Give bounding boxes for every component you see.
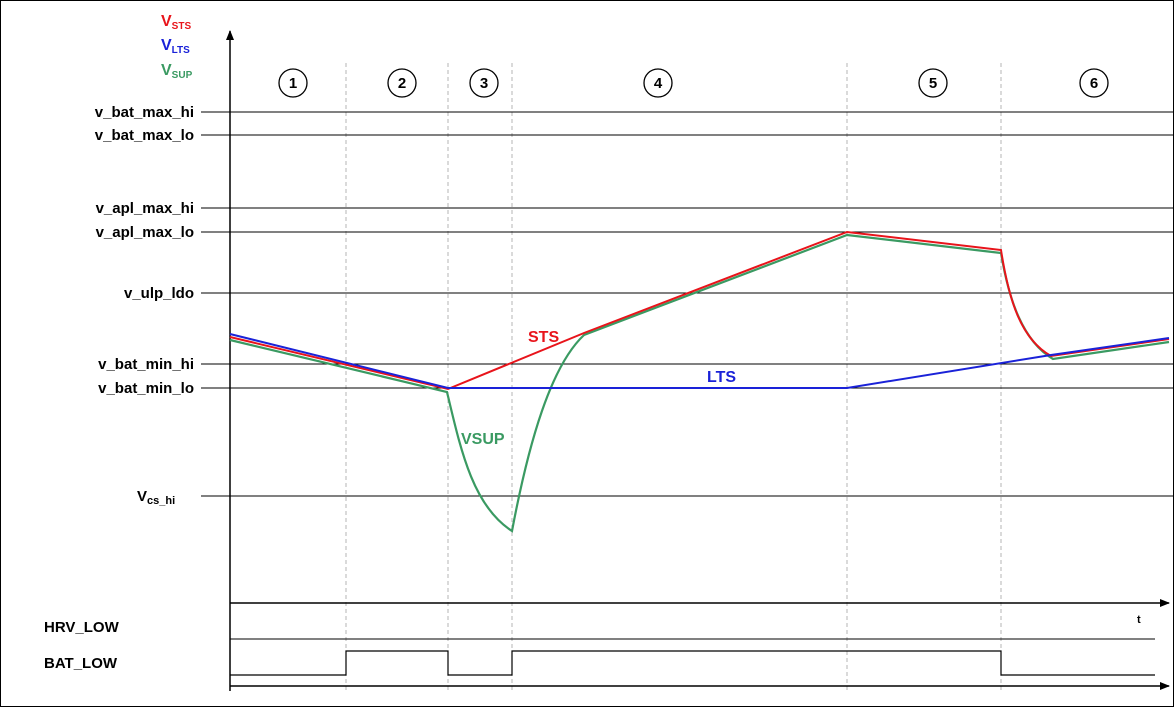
phase-number-4: 4 [654, 75, 663, 92]
time-axis-label: t [1137, 614, 1141, 626]
lts-curve-label: LTS [707, 369, 736, 386]
phase-circle-4 [643, 68, 673, 98]
label-vcs-hi: Vcs_hi [137, 488, 175, 507]
phase-circle-6 [1079, 68, 1109, 98]
vsup-curve-label: VSUP [461, 431, 505, 448]
lts-curve [229, 333, 1170, 389]
sts-curve [229, 230, 1170, 391]
phase-circle-1 [278, 68, 308, 98]
label-bat-low: BAT_LOW [44, 655, 118, 672]
phase-number-6: 6 [1090, 75, 1098, 92]
label-v-bat-min-lo: v_bat_min_lo [98, 380, 194, 397]
legend-vsts: VSTS [161, 13, 191, 32]
phase-number-2: 2 [398, 75, 406, 92]
label-v-bat-max-lo: v_bat_max_lo [95, 127, 194, 144]
label-v-ulp-ldo: v_ulp_ldo [124, 285, 194, 302]
legend-vsup: VSUP [161, 62, 193, 81]
sts-curve-label: STS [528, 329, 559, 346]
phase-dividers [345, 63, 1002, 691]
phase-circle-5 [918, 68, 948, 98]
vsup-curve [229, 233, 1170, 533]
label-v-apl-max-hi: v_apl_max_hi [96, 200, 194, 217]
phase-number-1: 1 [289, 75, 297, 92]
label-hrv-low: HRV_LOW [44, 619, 120, 636]
phase-circle-3 [469, 68, 499, 98]
phase-circle-2 [387, 68, 417, 98]
label-v-bat-max-hi: v_bat_max_hi [95, 104, 194, 121]
phase-number-3: 3 [480, 75, 488, 92]
label-v-bat-min-hi: v_bat_min_hi [98, 356, 194, 373]
level-lines [201, 111, 1173, 497]
legend-vlts: VLTS [161, 37, 190, 56]
phase-markers: 1 2 3 4 5 6 [278, 68, 1109, 98]
bat-low-trace [230, 650, 1155, 676]
phase-number-5: 5 [929, 75, 937, 92]
label-v-apl-max-lo: v_apl_max_lo [96, 224, 194, 241]
